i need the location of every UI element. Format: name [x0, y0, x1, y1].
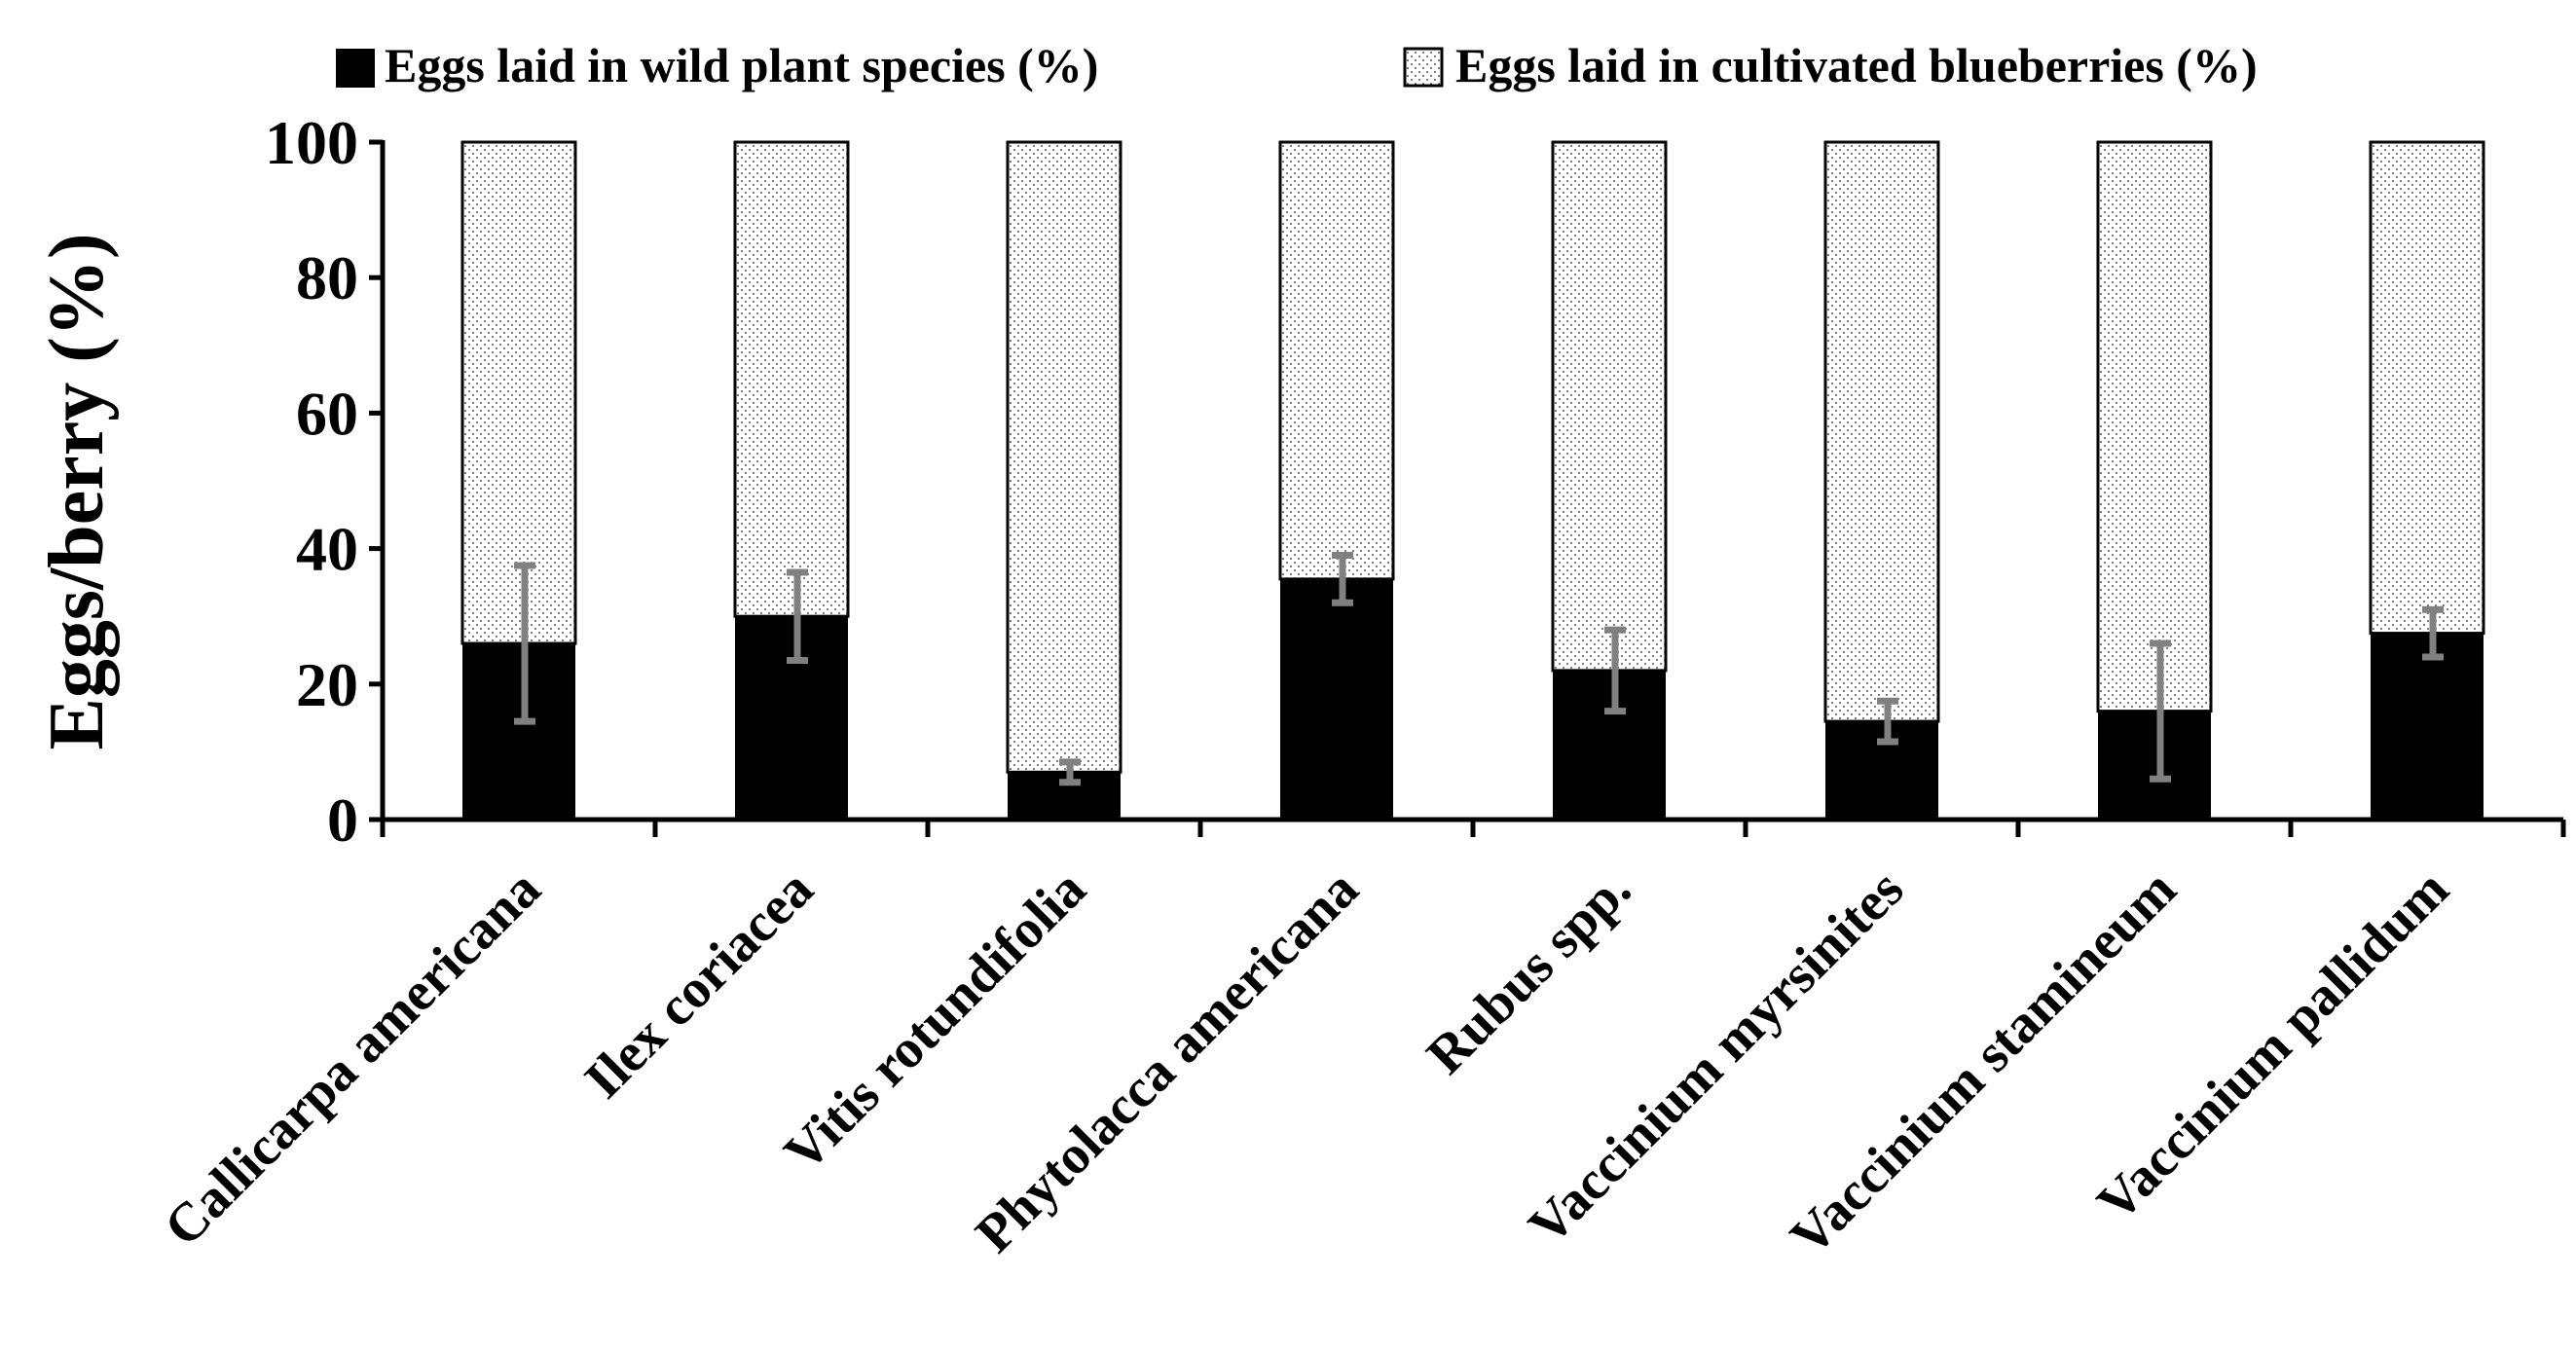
bar-cultivated [1823, 140, 1940, 723]
legend: Eggs laid in wild plant species (%) Eggs… [336, 38, 2258, 92]
y-tick-label: 80 [296, 243, 358, 312]
bar-cultivated [1006, 140, 1122, 774]
bar-wild [1825, 721, 1938, 820]
bar-cultivated [1278, 140, 1395, 581]
y-axis-label: Eggs/berry (%) [34, 233, 120, 749]
legend-label-wild: Eggs laid in wild plant species (%) [385, 38, 1098, 92]
bar-wild [2098, 711, 2211, 820]
x-tick-label: Rubus spp. [1416, 858, 1642, 1085]
bar-wild [1280, 578, 1393, 820]
bar-cultivated [2369, 140, 2485, 636]
bar-wild [462, 643, 575, 820]
bar-cultivated [733, 140, 850, 618]
bar-cultivated [1551, 140, 1668, 673]
y-tick-label: 100 [265, 108, 358, 177]
bar-cultivated [2096, 140, 2213, 713]
plot-area: 0 20 40 60 80 100 Callicarpa americana Ilex cor… [153, 108, 2566, 1267]
legend-swatch-wild [336, 49, 375, 88]
x-tick-label: Callicarpa americana [153, 858, 552, 1258]
x-tick-label: Ilex coriacea [573, 858, 825, 1110]
y-tick-label: 60 [296, 379, 358, 448]
y-tick-label: 40 [296, 515, 358, 584]
legend-label-cultivated: Eggs laid in cultivated blueberries (%) [1455, 38, 2258, 92]
legend-swatch-cultivated [1403, 47, 1444, 88]
bar-wild [735, 616, 848, 820]
x-tick-label: Vitis rotundifolia [773, 858, 1097, 1183]
y-tick-label: 20 [296, 650, 358, 719]
y-tick-label: 0 [327, 785, 358, 855]
bar-wild [1553, 670, 1666, 820]
bar-wild [2371, 633, 2484, 820]
